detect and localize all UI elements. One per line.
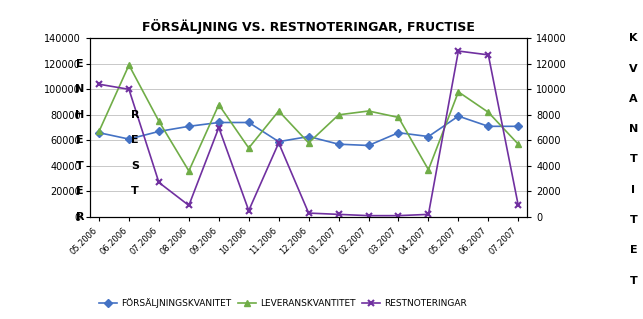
Text: I: I: [631, 185, 635, 195]
Text: T: T: [629, 215, 637, 225]
LEVERANSKVANTITET: [335, 113, 343, 117]
FÖRSÄLJNINGSKVANITET: [514, 124, 522, 128]
FÖRSÄLJNINGSKVANITET: [275, 140, 282, 144]
LEVERANSKVANTITET: [95, 130, 103, 133]
FÖRSÄLJNINGSKVANITET: [455, 114, 462, 118]
Text: E: E: [77, 59, 84, 69]
RESTNOTERINGAR: [215, 126, 222, 130]
Text: K: K: [629, 33, 638, 43]
Text: E: E: [77, 135, 84, 145]
FÖRSÄLJNINGSKVANITET: [185, 124, 193, 128]
RESTNOTERINGAR: [95, 82, 103, 86]
Text: A: A: [629, 94, 638, 104]
Text: S: S: [131, 161, 140, 171]
RESTNOTERINGAR: [424, 212, 432, 216]
Text: E: E: [77, 186, 84, 197]
RESTNOTERINGAR: [155, 181, 163, 184]
Text: R: R: [131, 110, 140, 120]
Text: H: H: [75, 110, 84, 120]
Text: V: V: [629, 63, 638, 74]
RESTNOTERINGAR: [335, 212, 343, 216]
FÖRSÄLJNINGSKVANITET: [95, 131, 103, 135]
Text: T: T: [77, 161, 84, 171]
RESTNOTERINGAR: [305, 211, 312, 215]
Text: E: E: [131, 135, 139, 145]
Text: R: R: [75, 212, 84, 222]
FÖRSÄLJNINGSKVANITET: [395, 131, 403, 135]
Line: RESTNOTERINGAR: RESTNOTERINGAR: [96, 48, 521, 219]
Legend: FÖRSÄLJNINGSKVANITET, LEVERANSKVANTITET, RESTNOTERINGAR: FÖRSÄLJNINGSKVANITET, LEVERANSKVANTITET,…: [95, 294, 471, 311]
LEVERANSKVANTITET: [365, 109, 372, 113]
LEVERANSKVANTITET: [424, 168, 432, 172]
Line: FÖRSÄLJNINGSKVANITET: FÖRSÄLJNINGSKVANITET: [96, 113, 521, 148]
LEVERANSKVANTITET: [484, 110, 492, 114]
Title: FÖRSÄLJNING VS. RESTNOTERINGAR, FRUCTISE: FÖRSÄLJNING VS. RESTNOTERINGAR, FRUCTISE: [142, 19, 475, 34]
RESTNOTERINGAR: [185, 204, 193, 207]
Text: T: T: [131, 186, 139, 197]
RESTNOTERINGAR: [125, 87, 133, 91]
RESTNOTERINGAR: [484, 53, 492, 57]
Text: T: T: [629, 154, 637, 165]
RESTNOTERINGAR: [245, 209, 253, 212]
FÖRSÄLJNINGSKVANITET: [484, 124, 492, 128]
RESTNOTERINGAR: [275, 141, 282, 145]
Text: E: E: [629, 245, 637, 256]
RESTNOTERINGAR: [455, 49, 462, 53]
LEVERANSKVANTITET: [185, 169, 193, 173]
LEVERANSKVANTITET: [455, 90, 462, 94]
FÖRSÄLJNINGSKVANITET: [424, 135, 432, 138]
FÖRSÄLJNINGSKVANITET: [335, 142, 343, 146]
LEVERANSKVANTITET: [275, 109, 282, 113]
FÖRSÄLJNINGSKVANITET: [365, 144, 372, 147]
FÖRSÄLJNINGSKVANITET: [125, 137, 133, 141]
RESTNOTERINGAR: [395, 214, 403, 218]
FÖRSÄLJNINGSKVANITET: [305, 135, 312, 138]
LEVERANSKVANTITET: [395, 115, 403, 119]
LEVERANSKVANTITET: [305, 141, 312, 145]
Text: T: T: [629, 276, 637, 286]
Text: N: N: [629, 124, 638, 134]
FÖRSÄLJNINGSKVANITET: [245, 121, 253, 124]
LEVERANSKVANTITET: [215, 103, 222, 107]
FÖRSÄLJNINGSKVANITET: [215, 121, 222, 124]
RESTNOTERINGAR: [365, 214, 372, 218]
LEVERANSKVANTITET: [514, 142, 522, 146]
LEVERANSKVANTITET: [125, 63, 133, 67]
Text: N: N: [75, 84, 84, 94]
LEVERANSKVANTITET: [155, 119, 163, 123]
FÖRSÄLJNINGSKVANITET: [155, 130, 163, 133]
LEVERANSKVANTITET: [245, 146, 253, 150]
Line: LEVERANSKVANTITET: LEVERANSKVANTITET: [96, 62, 521, 174]
RESTNOTERINGAR: [514, 204, 522, 207]
